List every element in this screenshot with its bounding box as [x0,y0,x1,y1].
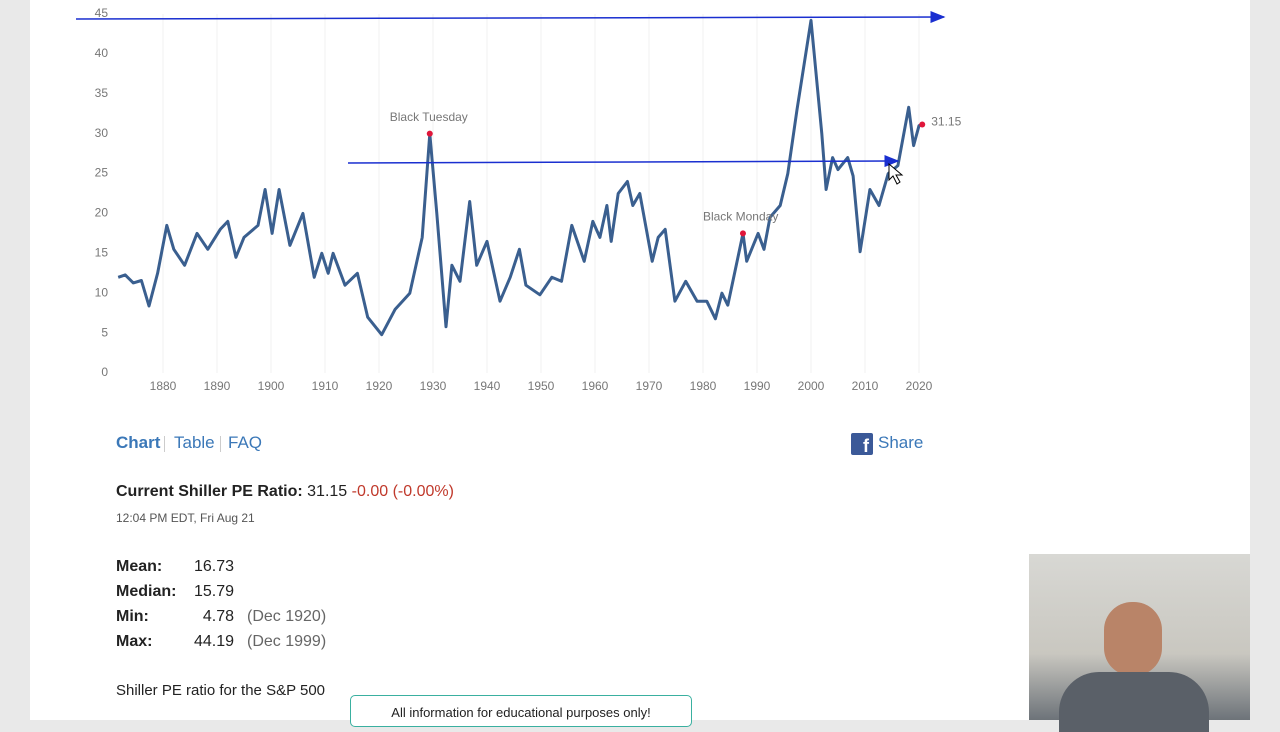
x-tick-label: 1880 [150,379,177,393]
y-tick-label: 20 [95,206,109,220]
drawn-arrow [75,11,946,24]
x-tick-label: 2020 [906,379,933,393]
x-tick-label: 1920 [366,379,393,393]
x-tick-label: 1890 [204,379,231,393]
tab[interactable]: FAQ [228,433,263,452]
x-tick-label: 2000 [798,379,825,393]
annotation-label: Black Tuesday [390,110,468,124]
annotation-dot [426,130,433,137]
banner-text: All information for educational purposes… [391,705,651,720]
webcam-feed [1029,554,1250,732]
tab[interactable]: Chart [116,433,161,452]
separator [220,436,221,452]
current-label: Current Shiller PE Ratio: [116,483,303,500]
current-value: 31.15 [307,483,348,500]
facebook-icon[interactable]: f [851,433,873,456]
x-tick-label: 2010 [852,379,879,393]
line [117,18,923,337]
y-tick-label: 0 [101,365,108,379]
x-tick-label: 1960 [582,379,609,393]
drawn-arrow [347,155,900,168]
y-tick-label: 15 [95,246,109,260]
x-tick-label: 1950 [528,379,555,393]
timestamp: 12:04 PM EDT, Fri Aug 21 [116,511,255,525]
stat-value: 16.73 [193,558,234,575]
stat-date: (Dec 1999) [247,633,327,650]
y-tick-label: 30 [95,126,109,140]
y-tick-label: 25 [95,166,109,180]
x-tick-label: 1930 [420,379,447,393]
stat-value: 15.79 [193,583,234,600]
stat-label: Mean: [116,558,163,575]
banner: All information for educational purposes… [350,695,692,727]
x-tick-label: 1990 [744,379,771,393]
stat-value: 44.19 [193,633,234,650]
x-tick-label: 1940 [474,379,501,393]
separator [164,436,165,452]
tab[interactable]: Table [174,433,215,452]
footer-text: Shiller PE ratio for the S&P 500 [116,682,326,699]
chart: 0 5 10 15 20 25 30 35 40 45 1880 1890 1900 1910 1920 19… [75,6,962,393]
stat-value: 4.78 [202,608,234,625]
annotation-dot [739,230,746,237]
x-tick-label: 1910 [312,379,339,393]
share-link[interactable]: Share [878,433,924,452]
last-value-dot [919,121,926,128]
y-tick-label: 5 [101,325,108,339]
stat-label: Median: [116,583,177,600]
x-tick-label: 1970 [636,379,663,393]
y-tick-label: 10 [95,285,109,299]
y-tick-label: 45 [95,6,109,20]
current-change: -0.00 (-0.00%) [351,483,454,500]
y-tick-label: 35 [95,86,109,100]
current-line: Current Shiller PE Ratio: 31.15 -0.00 (-… [116,483,454,501]
stat-label: Min: [116,608,149,625]
last-value-label: 31.15 [931,115,961,129]
stat-date: (Dec 1920) [247,608,327,625]
x-tick-label: 1980 [690,379,717,393]
stat-label: Max: [116,633,153,650]
cursor [888,162,904,185]
y-tick-label: 40 [95,46,109,60]
x-tick-label: 1900 [258,379,285,393]
annotation-label: Black Monday [703,210,778,224]
